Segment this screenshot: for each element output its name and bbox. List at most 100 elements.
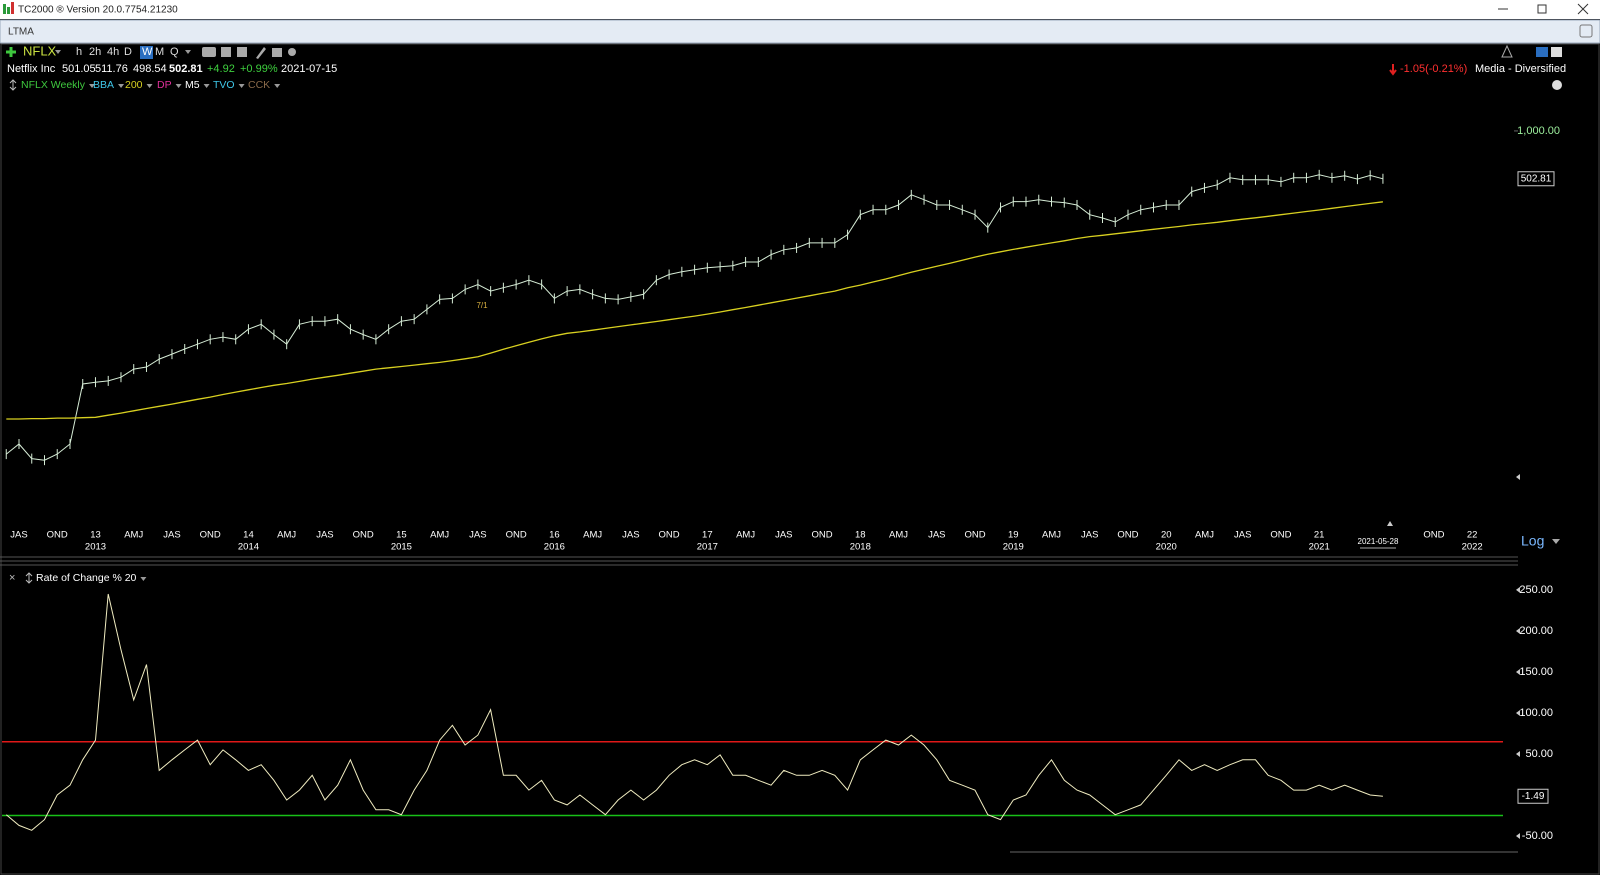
pane-handle xyxy=(25,572,33,584)
marker-arrow xyxy=(1387,521,1393,526)
last-value-label: -1.49 xyxy=(1522,791,1545,802)
interval-button[interactable]: D xyxy=(124,46,132,58)
dropdown-caret xyxy=(185,50,191,54)
x-tick-label: OND xyxy=(506,530,527,541)
toolbar-icon[interactable] xyxy=(1536,47,1548,57)
indicator-label[interactable]: NFLX Weekly xyxy=(21,79,86,91)
x-tick-label: OND xyxy=(200,530,221,541)
x-tick-label: 18 xyxy=(855,530,866,541)
x-tick-label: JAS xyxy=(1234,530,1251,541)
toolbar-icon[interactable] xyxy=(221,47,231,57)
last-value-box xyxy=(1517,788,1549,804)
toolbar-icons xyxy=(202,44,1562,90)
tab-label[interactable]: LTMA xyxy=(8,27,34,38)
toolbar-icon[interactable] xyxy=(272,48,282,57)
restore-button[interactable] xyxy=(1537,4,1547,14)
dropdown-caret xyxy=(118,84,125,88)
settings-icon[interactable] xyxy=(1552,80,1562,90)
dropdown-caret xyxy=(203,84,210,88)
x-tick-label: JAS xyxy=(928,530,945,541)
interval-button[interactable]: 4h xyxy=(107,46,119,58)
active-interval-box xyxy=(140,46,153,59)
x-tick-label: 20 xyxy=(1161,530,1172,541)
x-tick-label: 13 xyxy=(90,530,101,541)
interval-button[interactable]: W xyxy=(142,46,153,58)
y-tick xyxy=(1516,833,1520,840)
quote-field: 511.76 xyxy=(95,63,128,75)
quote-field: -1.05(-0.21%) xyxy=(1400,63,1467,75)
y-tick xyxy=(1516,668,1520,675)
quote-field: +0.99% xyxy=(240,63,278,75)
x-tick-label: JAS xyxy=(775,530,792,541)
tab-restore[interactable] xyxy=(1579,24,1593,38)
y-tick xyxy=(1516,586,1520,593)
toolbar-icon[interactable] xyxy=(202,47,216,57)
x-tick-label: OND xyxy=(353,530,374,541)
x-tick-label: OND xyxy=(1423,530,1444,541)
indicator-label[interactable]: BBA xyxy=(93,79,114,91)
scale-dropdown[interactable] xyxy=(1552,539,1560,544)
x-tick-label: OND xyxy=(964,530,985,541)
close-pane[interactable]: × xyxy=(9,572,15,584)
x-year-label: 2016 xyxy=(544,542,565,553)
x-tick-label: 16 xyxy=(549,530,560,541)
symbol[interactable]: NFLX xyxy=(23,43,57,58)
toolbar-icon[interactable] xyxy=(256,47,266,59)
window-controls xyxy=(1498,3,1589,15)
y-tick xyxy=(1516,751,1520,758)
x-tick-label: 22 xyxy=(1467,530,1478,541)
indicator-label[interactable]: DP xyxy=(157,79,172,91)
x-tick-label: 19 xyxy=(1008,530,1019,541)
y-tick xyxy=(1516,627,1520,634)
x-year-label: 2020 xyxy=(1156,542,1177,553)
toolbar-icon[interactable] xyxy=(1551,47,1562,57)
add-symbol-icon[interactable] xyxy=(6,47,16,57)
chart-window xyxy=(0,43,1600,875)
indicator-label[interactable]: CCK xyxy=(248,79,270,91)
x-tick-label: OND xyxy=(1270,530,1291,541)
dropdown-caret xyxy=(55,50,61,54)
x-year-label: 2017 xyxy=(697,542,718,553)
x-tick-label: OND xyxy=(659,530,680,541)
last-price-label: 502.81 xyxy=(1521,173,1552,184)
x-tick-label: AMJ xyxy=(430,530,449,541)
pane-title[interactable]: Rate of Change % 20 xyxy=(36,572,137,584)
toolbar-icon[interactable] xyxy=(237,47,247,57)
scale-mode[interactable]: Log xyxy=(1521,533,1544,549)
x-year-label: 2022 xyxy=(1462,542,1483,553)
dropdown-caret xyxy=(89,84,95,88)
y-tick-label: -50.00 xyxy=(1522,830,1553,842)
quote-field: Media - Diversified xyxy=(1475,63,1566,75)
dropdown-caret xyxy=(140,577,147,581)
interval-button[interactable]: M xyxy=(155,46,164,58)
x-tick-label: OND xyxy=(47,530,68,541)
interval-button[interactable]: h xyxy=(76,46,82,58)
x-tick-label: AMJ xyxy=(277,530,296,541)
interval-button[interactable]: 2h xyxy=(89,46,101,58)
indicator-label[interactable]: M5 xyxy=(185,79,200,91)
window-title: TC2000 ® Version 20.0.7754.21230 xyxy=(18,5,178,16)
pane-handle xyxy=(9,79,17,91)
toolbar-icon[interactable] xyxy=(288,48,296,56)
x-tick-label: 15 xyxy=(396,530,407,541)
x-tick-label: 21 xyxy=(1314,530,1325,541)
x-tick-label: AMJ xyxy=(583,530,602,541)
interval-button[interactable]: Q xyxy=(170,46,179,58)
indicator-label[interactable]: 200 xyxy=(125,79,143,91)
indicator-label[interactable]: TVO xyxy=(213,79,235,91)
dropdown-caret xyxy=(175,84,182,88)
quote-field: Netflix Inc xyxy=(7,63,56,75)
down-arrow xyxy=(1389,64,1397,76)
quote-field: 498.54 xyxy=(133,63,167,75)
marker-date: 2021-05-28 xyxy=(1358,537,1399,546)
y-tick-label: 50.00 xyxy=(1525,748,1553,760)
y-tick-label: 100.00 xyxy=(1519,707,1553,719)
x-tick-label: AMJ xyxy=(124,530,143,541)
favorite-icon[interactable] xyxy=(1501,44,1513,58)
roc-line xyxy=(5,593,1383,831)
x-tick-label: JAS xyxy=(622,530,639,541)
app-icon xyxy=(11,2,14,14)
price-line xyxy=(5,174,1384,461)
close-button[interactable] xyxy=(1577,3,1589,15)
x-year-label: 2021 xyxy=(1309,542,1330,553)
